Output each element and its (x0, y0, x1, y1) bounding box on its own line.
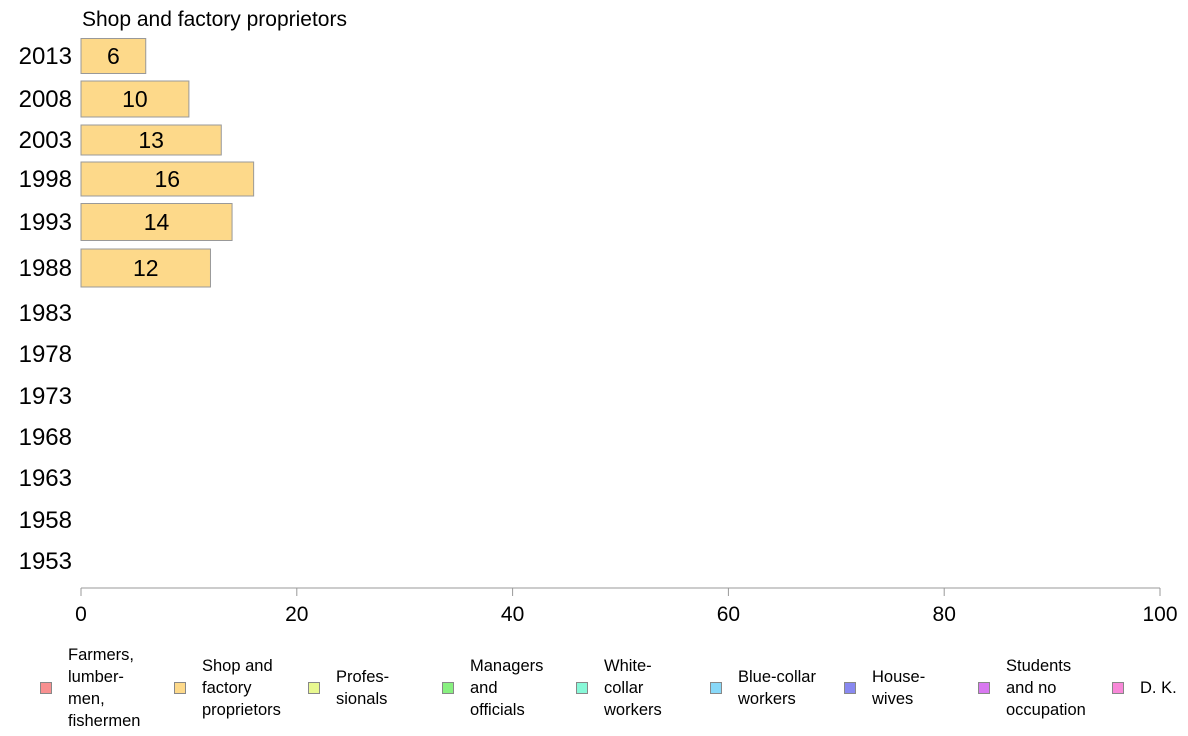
data-label-2013: 6 (107, 43, 120, 69)
legend-item: D. K. (1112, 640, 1177, 736)
data-label-1993: 14 (144, 209, 170, 235)
legend-label: House- wives (872, 668, 926, 708)
y-tick-label-1953: 1953 (19, 548, 72, 575)
x-tick-label-20: 20 (285, 603, 308, 626)
legend-label: Shop and factory proprietors (202, 657, 281, 719)
legend-item: Shop and factory proprietors (174, 640, 281, 736)
x-tick-label-40: 40 (501, 603, 524, 626)
legend-label: Students and no occupation (1006, 657, 1086, 719)
legend-swatch (442, 682, 454, 694)
y-tick-label-1993: 1993 (19, 209, 72, 236)
x-tick-label-100: 100 (1142, 603, 1177, 626)
legend-label: Managers and officials (470, 657, 544, 719)
legend-swatch (40, 682, 52, 694)
y-tick-label-1958: 1958 (19, 507, 72, 534)
legend-swatch (710, 682, 722, 694)
y-tick-label-1998: 1998 (19, 166, 72, 193)
legend-item: Farmers, lumber- men, fishermen (40, 640, 140, 736)
legend-item: White- collar workers (576, 640, 662, 736)
y-tick-label-1983: 1983 (19, 300, 72, 327)
bar-2003 (80, 124, 222, 156)
legend-swatch (174, 682, 186, 694)
bar-2013 (80, 38, 147, 74)
y-axis-labels: 2013 2008 2003 1998 1993 1988 1983 1978 1973 1968… (19, 43, 72, 575)
data-label-2008: 10 (122, 86, 148, 112)
x-tick-label-0: 0 (75, 603, 87, 626)
legend-swatch (308, 682, 320, 694)
legend-label: White- collar workers (604, 657, 662, 719)
legend-label: D. K. (1140, 679, 1177, 697)
x-axis: 0 20 40 60 80 100 (75, 587, 1178, 626)
bar-1988 (80, 248, 211, 288)
legend-swatch (978, 682, 990, 694)
legend-swatch (1112, 682, 1124, 694)
legend-label: Blue-collar workers (738, 668, 816, 708)
bars-layer: 610 13 16 14 12 (80, 38, 255, 288)
legend-label: Profes- sionals (336, 668, 390, 708)
y-tick-label-2013: 2013 (19, 43, 72, 70)
chart-title: Shop and factory proprietors (82, 8, 347, 31)
legend-swatch (844, 682, 856, 694)
data-label-1998: 16 (155, 166, 181, 192)
legend-item: House- wives (844, 640, 925, 736)
y-tick-label-1968: 1968 (19, 424, 72, 451)
legend-item: Students and no occupation (978, 640, 1086, 736)
legend-item: Profes- sionals (308, 640, 389, 736)
y-tick-label-1978: 1978 (19, 341, 72, 368)
bar-2008 (80, 80, 190, 118)
bar-chart: Shop and factory proprietors 610 13 16 14 12… (19, 8, 1178, 626)
y-tick-label-1988: 1988 (19, 255, 72, 282)
y-tick-label-2008: 2008 (19, 86, 72, 113)
y-tick-label-2003: 2003 (19, 127, 72, 154)
y-tick-label-1963: 1963 (19, 465, 72, 492)
bar-1998 (80, 161, 255, 197)
legend-item: Managers and officials (442, 640, 543, 736)
x-tick-label-80: 80 (933, 603, 956, 626)
legend-item: Blue-collar workers (710, 640, 816, 736)
x-tick-label-60: 60 (717, 603, 740, 626)
data-label-1988: 12 (133, 255, 159, 281)
bar-1993 (80, 203, 233, 241)
data-label-2003: 13 (138, 127, 164, 153)
legend: Farmers, lumber- men, fishermen Shop and … (0, 640, 1188, 736)
y-tick-label-1973: 1973 (19, 383, 72, 410)
legend-label: Farmers, lumber- men, fishermen (68, 646, 141, 730)
legend-swatch (576, 682, 588, 694)
